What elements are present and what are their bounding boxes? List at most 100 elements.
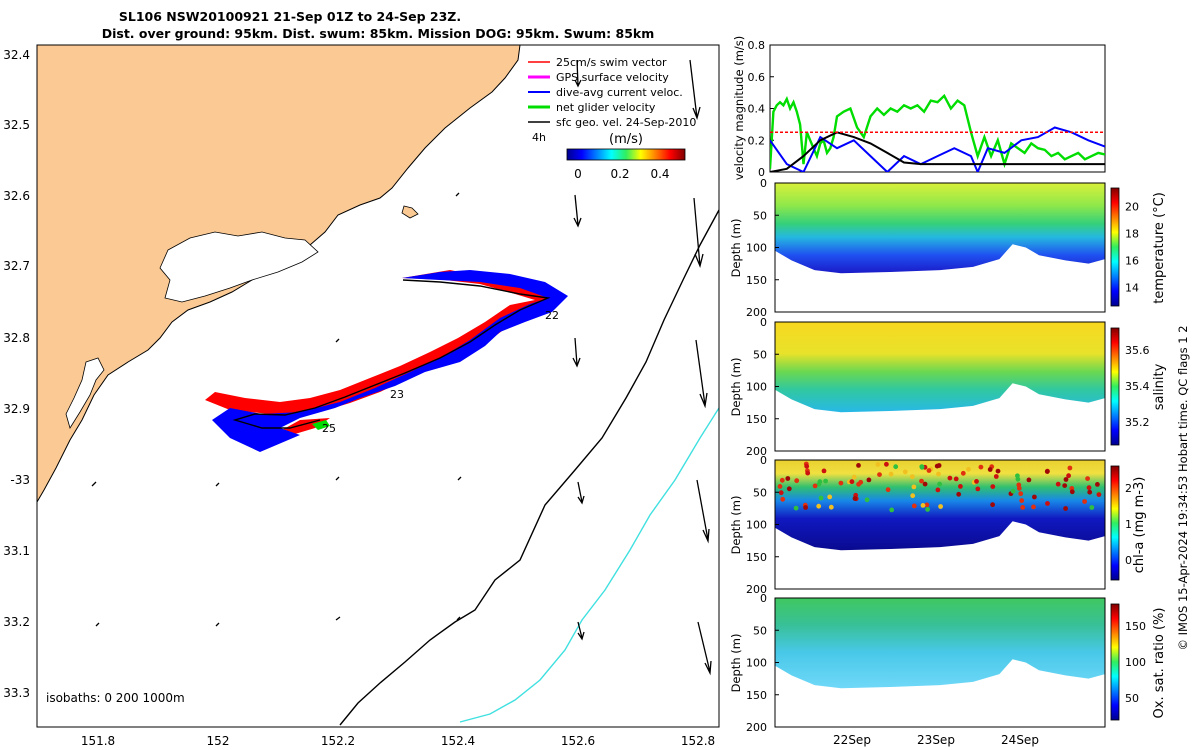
chlorophyll-dot <box>993 474 999 479</box>
depth-tick: 50 <box>753 624 767 637</box>
chlorophyll-dot <box>1063 477 1069 482</box>
chlorophyll-dot <box>1031 504 1036 510</box>
depth-tick: 200 <box>746 306 767 319</box>
legend-entry: net glider velocity <box>556 101 656 114</box>
salinity-colorbar <box>1110 327 1120 446</box>
credit-text: © IMOS 15-Apr-2024 19:34:53 Hobart time.… <box>1176 325 1190 650</box>
track-day-label: 25 <box>322 422 336 435</box>
chlorophyll-dot <box>866 477 872 483</box>
chlorophyll-dot <box>823 478 828 484</box>
chlorophyll-dot <box>1089 505 1095 510</box>
lat-tick: 33.3 <box>3 686 30 700</box>
lon-tick: 152.2 <box>321 734 355 748</box>
chlorophyll-dot <box>909 474 915 480</box>
chlorophyll-dot <box>1019 498 1025 503</box>
chlorophyll-dot <box>987 467 993 472</box>
colorbar-tick: 35.4 <box>1125 380 1150 393</box>
chlorophyll-dot <box>990 502 995 508</box>
lon-tick: 152 <box>207 734 230 748</box>
chlorophyll-dot <box>958 484 963 489</box>
lat-tick: 32.6 <box>3 189 30 203</box>
colorbar-tick: 35.6 <box>1125 344 1150 357</box>
chlorophyll-dot <box>838 480 844 486</box>
oxygen-y-axis: 0 50 100 150 200 <box>746 592 779 734</box>
colorbar-tick: 100 <box>1125 656 1146 669</box>
chlorophyll-dot <box>978 464 984 470</box>
chlorophyll-dot <box>902 469 908 475</box>
chlorophyll-dot <box>793 505 799 511</box>
colorbar-tick: 14 <box>1125 282 1139 295</box>
salinity-colorbar-ticks: 35.2 35.4 35.6 <box>1125 344 1150 429</box>
geo-velocity-arrows <box>91 59 712 676</box>
chlorophyll-dot <box>934 463 940 469</box>
map-inlet <box>65 357 105 429</box>
chlorophyll-dot <box>920 503 926 508</box>
chlorophyll-dot <box>995 468 1001 474</box>
chlorophyll-dot <box>990 484 996 489</box>
chlorophyll-dot <box>926 468 932 473</box>
colorbar-tick: 16 <box>1125 255 1139 268</box>
chlorophyll-dot <box>911 484 917 490</box>
depth-tick: 150 <box>746 689 767 702</box>
lon-tick: 152.8 <box>681 734 715 748</box>
speed-colorbar-bar <box>566 148 686 161</box>
lat-tick: 32.9 <box>3 402 30 416</box>
chlorophyll-dot <box>966 466 971 472</box>
chlorophyll-dot <box>794 478 800 484</box>
chlorophyll-dot <box>851 474 857 480</box>
salinity-y-axis: 0 50 100 150 200 <box>746 316 779 458</box>
velocity-series-line <box>770 93 1105 169</box>
velocity-y-tick: 0.2 <box>748 134 766 147</box>
chlorophyll-dot <box>1082 499 1087 504</box>
chlorophyll-dot <box>1055 481 1061 487</box>
speed-colorbar-title: (m/s) <box>609 132 643 147</box>
lat-tick: 32.5 <box>3 118 30 132</box>
depth-tick: 0 <box>760 316 767 329</box>
speed-colorbar: (m/s) 0 0.2 0.4 <box>566 132 686 181</box>
chlorophyll-dot <box>885 487 891 493</box>
chlorophyll-dot <box>953 476 959 482</box>
depth-tick: 0 <box>760 177 767 190</box>
legend-extra: 4h <box>532 131 546 144</box>
temperature-ylabel: Depth (m) <box>729 219 743 278</box>
chlorophyll-dot <box>925 507 930 512</box>
chlorophyll-dot <box>780 496 786 502</box>
chlorophyll-dot <box>924 502 930 508</box>
depth-tick: 100 <box>746 381 767 394</box>
velocity-y-tick: 0.4 <box>748 103 766 116</box>
chlorophyll-dot <box>889 507 895 513</box>
lat-tick: 33.1 <box>3 544 30 558</box>
chlorophyll-colorbar-label: chl-a (mg m-3) <box>1132 477 1147 574</box>
chlorophyll-dot <box>1026 477 1032 483</box>
chlorophyll-dot <box>919 478 924 484</box>
legend-entry: dive-avg current veloc. <box>556 86 683 99</box>
chlorophyll-dot <box>1045 501 1050 506</box>
chlorophyll-dot <box>960 470 966 476</box>
chlorophyll-dot <box>817 479 823 485</box>
chlorophyll-dot <box>803 505 808 510</box>
chlorophyll-dot <box>785 476 791 481</box>
velocity-y-axis: 0 0.2 0.4 0.6 0.8 <box>748 39 774 179</box>
speed-colorbar-tick: 0.4 <box>650 167 669 181</box>
temperature-panel: 0 50 100 150 200 Depth (m) 14 16 18 20 temperat… <box>729 177 1167 319</box>
chlorophyll-dot <box>1067 465 1073 471</box>
track-day-label: 23 <box>390 388 404 401</box>
colorbar-tick: 2 <box>1125 482 1132 495</box>
chlorophyll-dot <box>938 504 943 509</box>
chlorophyll-dot <box>910 493 916 499</box>
colorbar-tick: 35.2 <box>1125 416 1150 429</box>
chlorophyll-dot <box>975 486 981 492</box>
chlorophyll-dot <box>856 463 861 468</box>
chlorophyll-dot <box>884 461 889 467</box>
chlorophyll-dot <box>919 464 925 469</box>
chlorophyll-dot <box>888 471 894 477</box>
chlorophyll-dot <box>956 491 962 497</box>
chlorophyll-dot <box>828 504 834 510</box>
chlorophyll-dot <box>778 490 784 496</box>
depth-tick: 100 <box>746 242 767 255</box>
depth-tick: 50 <box>753 486 767 499</box>
depth-tick: 150 <box>746 551 767 564</box>
lat-tick: 32.7 <box>3 259 30 273</box>
velocity-series-line <box>770 131 1105 172</box>
